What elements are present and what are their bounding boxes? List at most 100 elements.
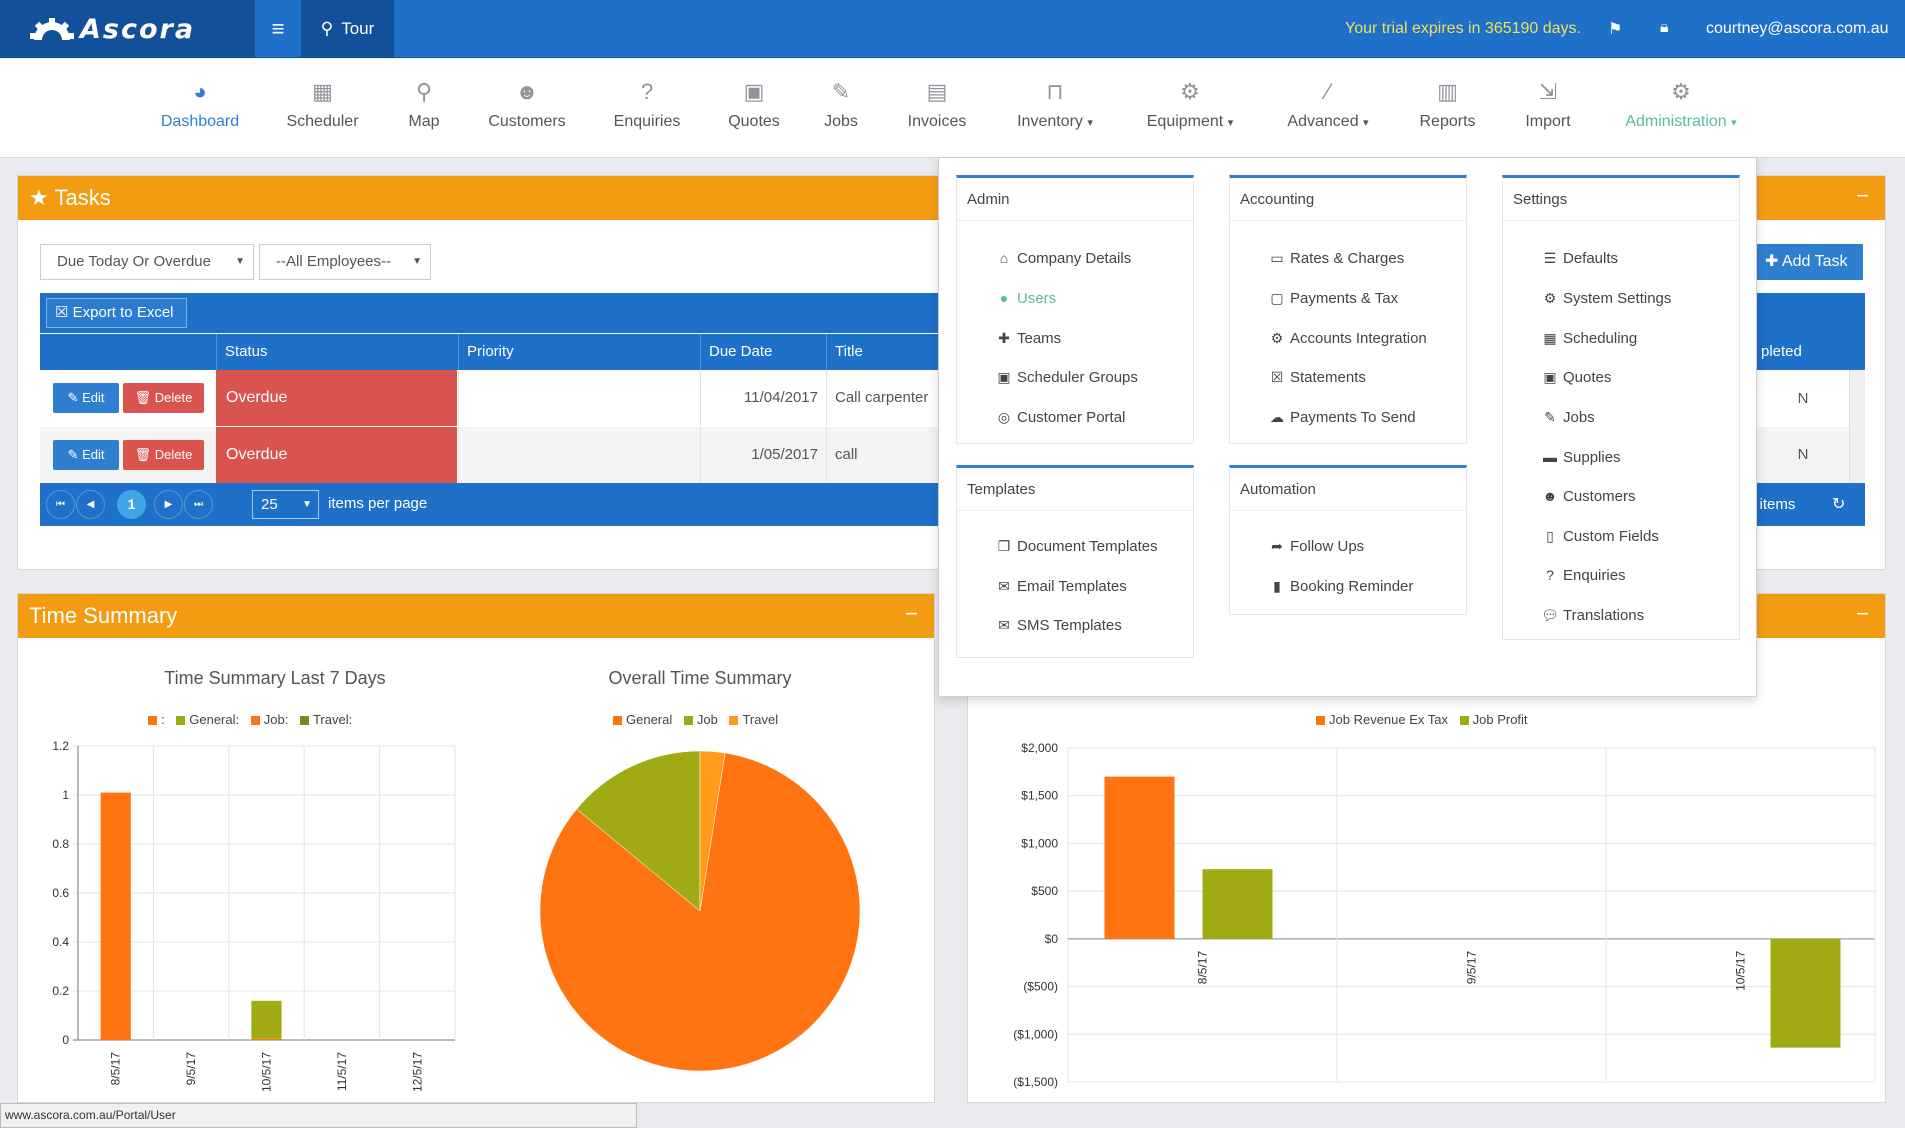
menu-custom-fields[interactable]: ▯ Custom Fields: [1541, 528, 1659, 545]
add-task-button[interactable]: ✚ Add Task: [1757, 244, 1863, 280]
nav-invoices[interactable]: ▤ Invoices: [905, 79, 969, 131]
column-due-date[interactable]: Due Date: [700, 334, 826, 370]
nav-equipment[interactable]: ⚙ Equipment ▾: [1142, 79, 1238, 131]
menu-system-settings[interactable]: ⚙ System Settings: [1541, 290, 1672, 307]
legend-label: :: [161, 712, 165, 727]
templates-group: Templates ❐ Document Templates ✉ Email Tem…: [956, 465, 1194, 658]
current-page[interactable]: 1: [117, 490, 146, 519]
due-filter-select[interactable]: Due Today Or Overdue ▼: [40, 244, 254, 280]
menu-defaults[interactable]: ☰ Defaults: [1541, 250, 1618, 267]
menu-label: Scheduler Groups: [1017, 369, 1138, 386]
minimize-icon[interactable]: −: [1856, 183, 1869, 208]
menu-users[interactable]: ● Users: [995, 290, 1056, 307]
chart-legend: : General: Job: Travel:: [140, 712, 352, 727]
menu-scheduling[interactable]: ▦ Scheduling: [1541, 330, 1637, 347]
automation-group: Automation ➦ Follow Ups ▮ Booking Reminder: [1229, 465, 1467, 615]
menu-document-templates[interactable]: ❐ Document Templates: [995, 538, 1158, 555]
edit-button[interactable]: ✎ Edit: [53, 383, 119, 413]
menu-translations[interactable]: 💬︎ Translations: [1541, 607, 1644, 624]
menu-customer-portal[interactable]: ◎ Customer Portal: [995, 409, 1125, 426]
minimize-icon[interactable]: −: [1856, 601, 1869, 626]
menu-company-details[interactable]: ⌂ Company Details: [995, 250, 1131, 267]
nav-scheduler[interactable]: ▦ Scheduler: [285, 79, 360, 131]
user-email-link[interactable]: courtney@ascora.com.au: [1706, 20, 1889, 37]
menu-label: Accounts Integration: [1290, 330, 1427, 347]
menu-customers[interactable]: ☻ Customers: [1541, 488, 1636, 505]
menu-statements[interactable]: ☒ Statements: [1268, 369, 1366, 386]
employee-filter-value: --All Employees--: [276, 253, 392, 270]
nav-label: Dashboard: [160, 113, 240, 130]
nav-quotes[interactable]: ▣ Quotes: [726, 79, 782, 131]
menu-rates-charges[interactable]: ▭ Rates & Charges: [1268, 250, 1404, 267]
delete-button[interactable]: 🗑︎ Delete: [123, 383, 204, 413]
time-summary-title: Time Summary: [29, 603, 178, 628]
trash-icon: 🗑︎: [134, 447, 152, 462]
nav-enquiries[interactable]: ? Enquiries: [612, 79, 682, 131]
binoculars-icon: ⚲: [320, 19, 334, 38]
hamburger-menu-icon[interactable]: ≡: [271, 16, 285, 41]
nav-inventory[interactable]: ⊓ Inventory ▾: [1011, 79, 1099, 131]
menu-supplies[interactable]: ▬ Supplies: [1541, 449, 1621, 466]
menu-follow-ups[interactable]: ➦ Follow Ups: [1268, 538, 1364, 555]
nav-advanced[interactable]: ⁄ Advanced ▾: [1284, 79, 1372, 131]
minimize-icon[interactable]: −: [905, 601, 918, 626]
nav-customers[interactable]: ☻ Customers: [486, 79, 568, 131]
legend-swatch: [1459, 716, 1469, 726]
y-tick-label: 0.4: [52, 935, 69, 949]
caret-down-icon: ▾: [1087, 117, 1093, 129]
menu-quotes[interactable]: ▣ Quotes: [1541, 369, 1611, 386]
caret-down-icon: ▾: [1731, 117, 1737, 129]
y-tick-label: $1,000: [1021, 836, 1058, 850]
question-icon: ?: [640, 79, 654, 104]
nav-label: Enquiries: [613, 113, 681, 130]
menu-teams[interactable]: ✚ Teams: [995, 330, 1061, 347]
last-page-icon[interactable]: ⏭: [184, 490, 213, 519]
flag-icon[interactable]: ⚑: [1608, 21, 1623, 38]
logo[interactable]: Ascora: [0, 0, 255, 58]
menu-payments-tax[interactable]: ▢ Payments & Tax: [1268, 290, 1398, 307]
menu-label: SMS Templates: [1017, 617, 1122, 634]
items-per-page-label: items per page: [328, 495, 428, 512]
menu-enquiries[interactable]: ? Enquiries: [1541, 567, 1625, 584]
menu-payments-to-send[interactable]: ☁ Payments To Send: [1268, 409, 1416, 426]
column-status[interactable]: Status: [216, 334, 458, 370]
users-icon: ☻: [1542, 488, 1558, 504]
employee-filter-select[interactable]: --All Employees-- ▼: [259, 244, 431, 280]
nav-administration[interactable]: ⚙ Administration ▾: [1618, 79, 1744, 131]
lock-icon[interactable]: 🔒︎: [1660, 19, 1669, 36]
first-page-icon[interactable]: ⏮: [46, 490, 75, 519]
edit-button[interactable]: ✎ Edit: [53, 440, 119, 470]
nav-dashboard[interactable]: ◕ Dashboard: [158, 79, 242, 131]
page-size-select[interactable]: 25 ▼: [252, 490, 319, 519]
nav-reports[interactable]: ▥ Reports: [1418, 79, 1477, 131]
nav-jobs[interactable]: ✎ Jobs: [823, 79, 859, 131]
column-title[interactable]: Title: [826, 334, 940, 370]
menu-email-templates[interactable]: ✉ Email Templates: [995, 578, 1127, 595]
refresh-icon[interactable]: ↻: [1832, 496, 1846, 513]
export-excel-button[interactable]: ☒ Export to Excel: [46, 298, 187, 328]
menu-scheduler-groups[interactable]: ▣ Scheduler Groups: [995, 369, 1138, 386]
nav-label: Reports: [1419, 113, 1476, 130]
prev-page-icon[interactable]: ◀: [76, 490, 105, 519]
y-tick-label: $1,500: [1021, 789, 1058, 803]
menu-label: Statements: [1290, 369, 1366, 386]
menu-jobs[interactable]: ✎ Jobs: [1541, 409, 1595, 426]
envelope-icon: ✉: [998, 578, 1010, 594]
next-page-icon[interactable]: ▶: [154, 490, 183, 519]
tour-label: Tour: [341, 19, 375, 38]
menu-accounts-integration[interactable]: ⚙ Accounts Integration: [1268, 330, 1427, 347]
column-completed[interactable]: pleted: [1757, 334, 1865, 370]
book-icon: ▤: [926, 79, 948, 104]
dashboard-icon: ◕: [193, 79, 207, 104]
tour-button[interactable]: ⚲ Tour: [301, 0, 394, 58]
nav-import[interactable]: ⇲ Import: [1522, 79, 1574, 131]
nav-map[interactable]: ⚲ Map: [402, 79, 446, 131]
cog-icon: ⚙: [1543, 290, 1557, 306]
menu-booking-reminder[interactable]: ▮ Booking Reminder: [1268, 578, 1413, 595]
y-tick-label: 1.2: [52, 739, 69, 753]
grid-scrollbar[interactable]: [1849, 370, 1865, 483]
column-priority[interactable]: Priority: [458, 334, 700, 370]
menu-label: Jobs: [1563, 409, 1595, 426]
delete-button[interactable]: 🗑︎ Delete: [123, 440, 204, 470]
menu-sms-templates[interactable]: ✉ SMS Templates: [995, 617, 1122, 634]
